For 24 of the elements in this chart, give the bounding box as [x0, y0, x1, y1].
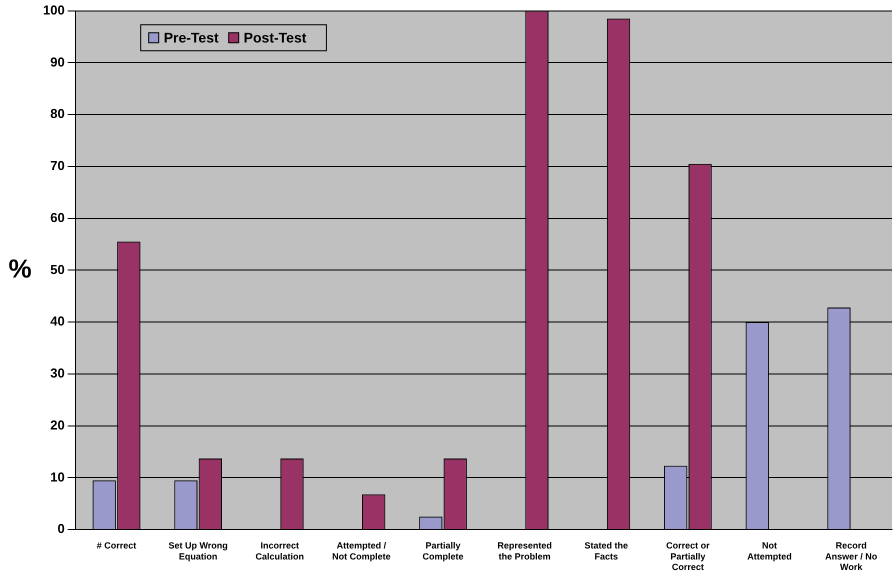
y-tick-label: 70	[50, 158, 65, 174]
x-tick-label: Stated the Facts	[584, 540, 628, 562]
x-tick-label: Record Answer / No Work	[825, 540, 878, 572]
x-tick-label: Represented the Problem	[497, 540, 552, 562]
x-tick-label: Incorrect Calculation	[256, 540, 304, 562]
y-axis-title: %	[8, 253, 32, 284]
y-tick-label: 0	[57, 521, 65, 536]
x-tick-label: # Correct	[96, 540, 136, 550]
y-tick-label: 100	[42, 2, 65, 18]
x-tick-label: Partially Complete	[422, 540, 464, 562]
y-tick-label: 10	[50, 469, 65, 484]
y-tick-label: 20	[50, 417, 65, 432]
x-tick-label: Correct or Partially Correct	[666, 540, 710, 572]
y-tick-label: 30	[50, 366, 65, 381]
x-tick-label: Not Attempted	[747, 540, 792, 562]
legend-label: Post-Test	[244, 30, 307, 46]
y-tick-label: 90	[50, 54, 65, 70]
legend-label: Pre-Test	[164, 30, 220, 46]
y-tick-label: 40	[50, 314, 65, 329]
y-tick-label: 50	[50, 262, 65, 277]
y-tick-label: 60	[50, 210, 65, 225]
x-tick-label: Attempted / Not Complete	[332, 540, 391, 562]
y-tick-label: 80	[50, 106, 65, 122]
x-tick-label: Set Up Wrong Equation	[168, 540, 228, 562]
